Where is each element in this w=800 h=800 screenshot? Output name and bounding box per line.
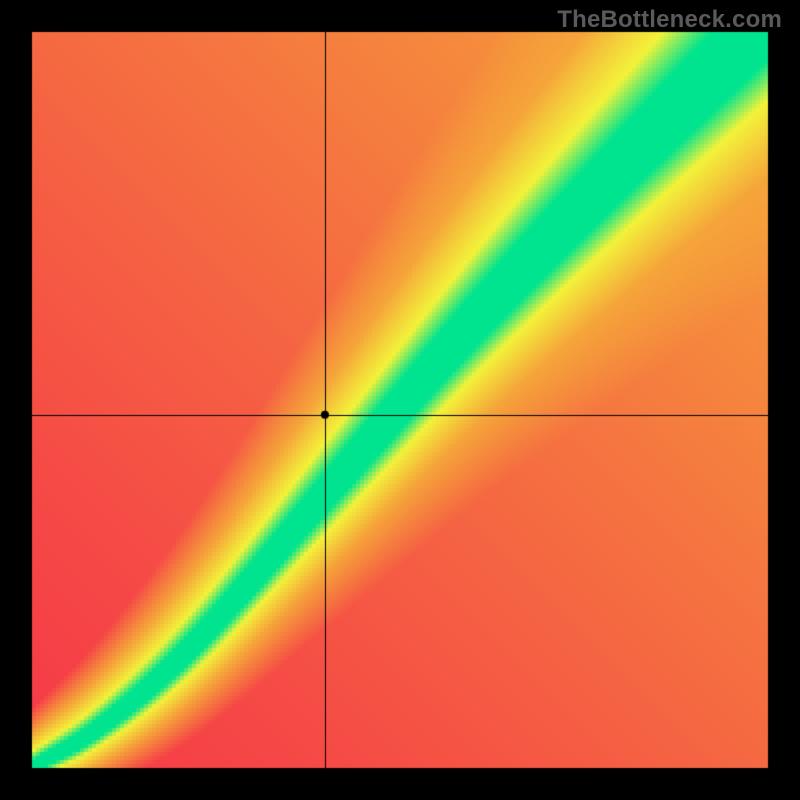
chart-container: TheBottleneck.com: [0, 0, 800, 800]
watermark-text: TheBottleneck.com: [557, 6, 782, 34]
heatmap-canvas: [0, 0, 800, 800]
